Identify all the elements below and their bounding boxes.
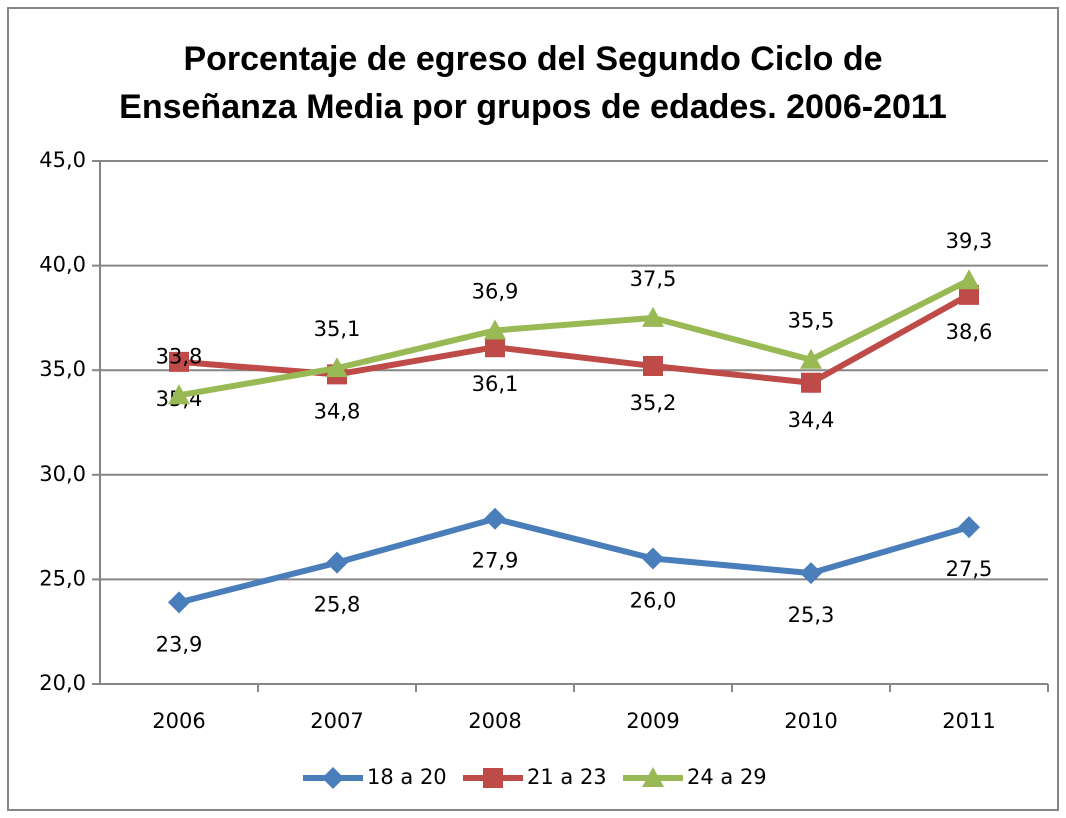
- data-label: 27,5: [946, 557, 993, 581]
- data-label: 35,2: [630, 391, 677, 415]
- data-label: 25,8: [314, 593, 361, 617]
- data-point: [484, 319, 506, 340]
- series-line: [178, 515, 970, 606]
- y-tick-label: 30,0: [39, 462, 86, 486]
- data-point: [484, 507, 506, 530]
- data-point: [485, 337, 505, 358]
- data-point: [642, 306, 664, 327]
- y-tick-label: 45,0: [39, 148, 86, 172]
- data-label: 36,9: [472, 279, 519, 303]
- data-label: 23,9: [156, 632, 203, 656]
- y-tick-label: 20,0: [39, 671, 86, 695]
- data-point: [169, 351, 189, 372]
- chart-title: Enseñanza Media por grupos de edades. 20…: [119, 88, 947, 126]
- data-point: [326, 551, 348, 574]
- data-label: 39,3: [946, 229, 993, 253]
- data-point: [326, 357, 348, 378]
- x-tick-label: 2011: [942, 709, 995, 733]
- data-point: [643, 356, 663, 377]
- x-tick-label: 2007: [310, 709, 363, 733]
- series-line: [178, 277, 971, 399]
- y-tick-label: 35,0: [39, 357, 86, 381]
- data-label: 37,5: [630, 267, 677, 291]
- data-point: [958, 269, 980, 290]
- data-point: [800, 348, 822, 369]
- chart-title: Porcentaje de egreso del Segundo Ciclo d…: [183, 40, 882, 78]
- legend-marker: [322, 767, 344, 789]
- data-label: 34,4: [788, 408, 835, 432]
- legend-marker: [483, 768, 503, 788]
- data-label: 27,9: [472, 549, 519, 573]
- data-point: [642, 547, 664, 570]
- data-label: 26,0: [630, 588, 677, 612]
- x-tick-label: 2008: [468, 709, 521, 733]
- data-label: 38,6: [946, 320, 993, 344]
- data-label: 35,1: [314, 317, 361, 341]
- x-tick-label: 2010: [784, 709, 837, 733]
- legend-label: 24 a 29: [687, 765, 767, 789]
- legend-label: 18 a 20: [367, 765, 447, 789]
- x-tick-label: 2009: [626, 709, 679, 733]
- data-point: [801, 372, 821, 393]
- legend-label: 21 a 23: [527, 765, 607, 789]
- data-label: 35,5: [788, 309, 835, 333]
- data-label: 25,3: [788, 603, 835, 627]
- chart-border: [7, 7, 1059, 811]
- x-tick-label: 2006: [152, 709, 205, 733]
- data-point: [800, 562, 822, 585]
- y-tick-label: 25,0: [39, 566, 86, 590]
- legend-marker: [642, 767, 664, 787]
- data-point: [959, 284, 979, 305]
- data-label: 36,1: [472, 372, 519, 396]
- y-tick-label: 40,0: [39, 253, 86, 277]
- data-label: 34,8: [314, 399, 361, 423]
- data-point: [168, 591, 190, 614]
- data-label: 33,8: [156, 344, 203, 368]
- data-point: [168, 384, 190, 405]
- data-point: [958, 516, 980, 539]
